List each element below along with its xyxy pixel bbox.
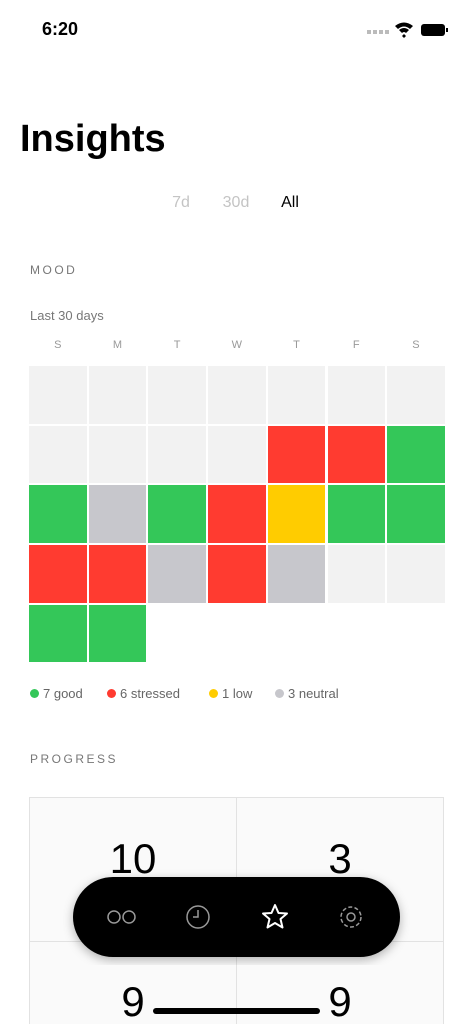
- section-heading: MOOD: [30, 263, 78, 277]
- weekday-label: T: [173, 339, 181, 351]
- mood-cell: [387, 366, 445, 424]
- mood-cell: [88, 545, 147, 603]
- mood-cell: [88, 485, 147, 543]
- mood-cell: [267, 485, 326, 543]
- status-icons: [367, 22, 448, 38]
- progress-value: 9: [328, 978, 352, 1024]
- weekday-label: S: [54, 339, 62, 351]
- progress-value: 10: [109, 835, 157, 882]
- weekday-label: M: [112, 339, 123, 351]
- weekday-label: S: [412, 339, 420, 351]
- mood-cell: [387, 485, 445, 543]
- mood-cell: [208, 425, 266, 484]
- range-tab[interactable]: 30d: [222, 194, 250, 211]
- range-tab[interactable]: 7d: [172, 194, 190, 211]
- legend-label: 6 stressed: [120, 686, 180, 701]
- home-indicator: [153, 1008, 320, 1014]
- tab-history[interactable]: [186, 905, 210, 929]
- legend-label: 3 neutral: [288, 686, 339, 701]
- mood-cell: [29, 485, 87, 543]
- weekday-label: F: [352, 339, 360, 351]
- mood-cell: [327, 545, 385, 603]
- legend-dot: [275, 689, 284, 698]
- mood-cell: [327, 425, 385, 484]
- mood-cell: [29, 604, 87, 663]
- mood-cell: [88, 604, 147, 663]
- mood-cell: [327, 485, 385, 543]
- weekday-label: W: [231, 339, 243, 351]
- mood-cell: [327, 366, 385, 424]
- mood-cell: [88, 366, 147, 424]
- status-time: 6:20: [42, 19, 79, 39]
- mood-cell: [208, 485, 266, 543]
- mood-cell: [29, 545, 87, 603]
- mood-cell: [148, 545, 206, 603]
- mood-cell: [29, 425, 87, 484]
- tab-insights[interactable]: [262, 904, 288, 929]
- tab-bar: [73, 877, 400, 957]
- mood-cell: [29, 366, 87, 424]
- mood-cell: [267, 366, 326, 424]
- mood-cell: [148, 425, 206, 484]
- mood-cell: [148, 485, 206, 543]
- legend-dot: [30, 689, 39, 698]
- tab-journal[interactable]: [107, 910, 136, 924]
- legend-dot: [107, 689, 116, 698]
- section-heading: PROGRESS: [30, 752, 119, 766]
- mood-cell: [267, 425, 326, 484]
- legend-label: 7 good: [43, 686, 83, 701]
- subtitle: Last 30 days: [30, 308, 104, 323]
- page-title: Insights: [20, 118, 166, 160]
- mood-cell: [387, 545, 445, 603]
- progress-value: 3: [328, 835, 352, 882]
- tab-settings[interactable]: [340, 906, 362, 928]
- mood-cell: [387, 425, 445, 484]
- weekday-label: T: [293, 339, 300, 351]
- mood-cell: [148, 366, 206, 424]
- mood-cell: [208, 366, 266, 424]
- legend-label: 1 low: [222, 686, 253, 701]
- range-tab[interactable]: All: [281, 194, 299, 211]
- mood-cell: [208, 545, 266, 603]
- legend-dot: [209, 689, 218, 698]
- progress-value: 9: [121, 978, 145, 1024]
- mood-cell: [88, 425, 147, 484]
- mood-cell: [267, 545, 326, 603]
